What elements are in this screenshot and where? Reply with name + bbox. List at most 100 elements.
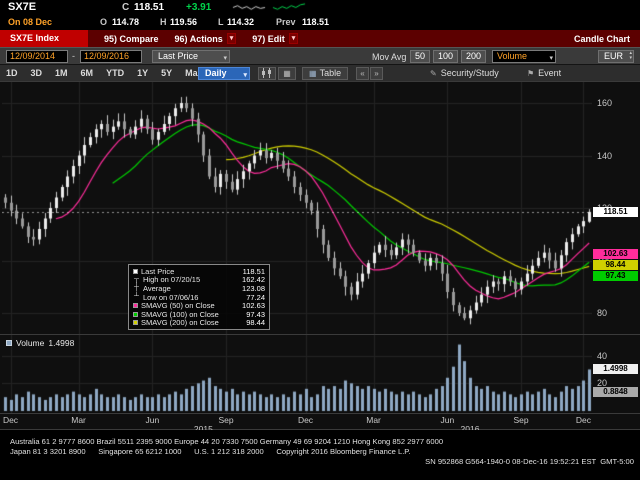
table-grid-icon: ▦ (309, 69, 317, 78)
pane-divider (0, 334, 640, 335)
range-tab-5y[interactable]: 5Y (161, 68, 173, 78)
range-bar: 1D 3D 1M 6M YTD 1Y 5Y Max Daily ▾ ▦ ▦ Table « » … (0, 64, 640, 81)
legend-label: SMAVG (200) on Close (141, 318, 219, 328)
price-field-select[interactable]: Last Price ▾ (152, 50, 230, 63)
next-page-icon[interactable]: » (370, 67, 383, 80)
legend-label: High on 07/20/15 (143, 275, 201, 285)
grid-icon: ▦ (283, 69, 291, 78)
low-value: 114.32 (227, 17, 255, 27)
x-axis-month-label: Dec (575, 415, 592, 425)
x-axis-month-label: Jun (145, 415, 160, 425)
chart-legend[interactable]: Last Price 118.51 ┬ High on 07/20/15 162.42 ┼… (128, 264, 270, 331)
chevron-down-icon[interactable]: ▾ (226, 33, 237, 44)
currency-select[interactable]: EUR ▴ ▾ (598, 50, 634, 63)
legend-value: 98.44 (246, 318, 265, 328)
chevron-down-icon: ▾ (223, 55, 227, 62)
footer-contacts-line2: Japan 81 3 3201 8900 Singapore 65 6212 1… (10, 447, 411, 456)
price-badge: 102.63 (593, 248, 638, 259)
x-axis-year-label: 2015 (193, 424, 213, 434)
last-price-label: C (122, 2, 130, 13)
range-tab-ytd[interactable]: YTD (106, 68, 125, 78)
x-axis-month-label: Mar (366, 415, 381, 425)
menu-item-actions[interactable]: 96) Actions ▾ (175, 33, 237, 44)
range-tab-1y[interactable]: 1Y (137, 68, 149, 78)
ticker-symbol: SX7E (8, 1, 37, 13)
range-tab-1m[interactable]: 1M (55, 68, 68, 78)
quote-header-row1: SX7E C 118.51 +3.91 (0, 0, 640, 15)
prev-page-icon[interactable]: « (356, 67, 369, 80)
spinner-arrows-icon[interactable]: ▴ ▾ (629, 50, 632, 61)
price-axis-label: 140 (597, 150, 613, 161)
table-button[interactable]: ▦ Table (302, 67, 349, 80)
mov-avg-200-button[interactable]: 200 (461, 50, 487, 63)
legend-row: ┼ Average 123.08 (133, 284, 265, 293)
menu-items: 95) Compare 96) Actions ▾ 97) Edit ▾ (88, 33, 299, 44)
range-tab-1d[interactable]: 1D (6, 68, 18, 78)
event-label: Event (538, 68, 562, 78)
date-from-input[interactable]: 12/09/2014 (6, 50, 68, 63)
event-button[interactable]: ⚑ Event (527, 68, 561, 78)
menu-bar: SX7E Index 95) Compare 96) Actions ▾ 97) Ed… (0, 30, 640, 47)
mov-avg-100-button[interactable]: 100 (433, 50, 459, 63)
x-axis-month-label: Dec (297, 415, 314, 425)
x-axis-month-label: Dec (2, 415, 19, 425)
footer-contacts-line1: Australia 61 2 9777 8600 Brazil 5511 239… (10, 437, 444, 446)
high-label: H (160, 17, 167, 27)
volume-badge: 1.4998 (593, 364, 638, 375)
open-value: 114.78 (112, 17, 140, 27)
price-chart-canvas[interactable] (2, 82, 592, 334)
mov-avg-50-button[interactable]: 50 (410, 50, 431, 63)
x-axis-year-label: 2016 (460, 424, 480, 434)
legend-label: SMAVG (50) on Close (141, 301, 215, 311)
session-date: On 08 Dec (8, 17, 53, 27)
price-field-value: Last Price (158, 51, 199, 61)
chevron-down-icon[interactable]: ▾ (288, 33, 299, 44)
security-study-button[interactable]: ✎ Security/Study (430, 68, 499, 78)
grid-view-icon-button[interactable]: ▦ (278, 67, 296, 80)
legend-label: Last Price (141, 266, 175, 276)
x-axis-month-label: Jun (440, 415, 455, 425)
pencil-icon: ✎ (430, 68, 437, 78)
range-tabs: 1D 3D 1M 6M YTD 1Y 5Y Max (6, 68, 203, 78)
menu-item-compare[interactable]: 95) Compare (104, 33, 159, 44)
volume-pane-header: Volume 1.4998 (6, 338, 74, 348)
x-axis-month-label: Mar (71, 415, 86, 425)
volume-chart-canvas[interactable] (2, 335, 592, 413)
legend-swatch (133, 268, 138, 274)
price-badge: 118.51 (593, 206, 638, 217)
volume-last-value: 1.4998 (48, 338, 75, 348)
legend-rows: Last Price 118.51 ┬ High on 07/20/15 162.42 ┼… (133, 267, 265, 327)
legend-marker-icon: ┴ (134, 293, 139, 301)
menu-item-edit[interactable]: 97) Edit ▾ (252, 33, 299, 44)
study-select[interactable]: Volume ▾ (492, 50, 556, 63)
legend-value: 162.42 (242, 275, 265, 285)
legend-row: ┴ Low on 07/06/16 77.24 (133, 293, 265, 302)
period-select[interactable]: Daily ▾ (198, 67, 250, 80)
flag-icon: ⚑ (527, 68, 535, 78)
candle-chart-icon-button[interactable] (258, 67, 276, 80)
legend-row: SMAVG (50) on Close 102.63 (133, 301, 265, 310)
security-tab[interactable]: SX7E Index (0, 30, 88, 47)
mov-avg-buttons: 50 100 200 (410, 50, 487, 63)
sparkline-icon (232, 2, 266, 13)
price-axis-label: 160 (597, 98, 613, 108)
pane-divider (0, 413, 640, 414)
volume-series-icon (6, 340, 12, 346)
table-label: Table (319, 68, 342, 78)
range-tab-3d[interactable]: 3D (30, 68, 43, 78)
volume-axis-label: 20 (597, 378, 608, 389)
legend-row: SMAVG (200) on Close 98.44 (133, 318, 265, 328)
date-to-input[interactable]: 12/09/2016 (80, 50, 142, 63)
range-tab-max[interactable]: Max (185, 68, 203, 78)
chart-region: Volume 1.4998 Last Price 118.51 ┬ High on 0… (0, 81, 640, 434)
legend-row: Last Price 118.51 (133, 267, 265, 276)
study-value: Volume (497, 51, 528, 61)
open-label: O (100, 17, 108, 27)
volume-badge: 0.8848 (593, 386, 638, 397)
range-tab-6m[interactable]: 6M (80, 68, 94, 78)
candle-icon (262, 68, 271, 78)
chart-type-title: Candle Chart (573, 33, 630, 44)
legend-row: SMAVG (100) on Close 97.43 (133, 310, 265, 319)
legend-label: Average (143, 283, 171, 293)
mov-avg-label: Mov Avg (372, 52, 407, 62)
